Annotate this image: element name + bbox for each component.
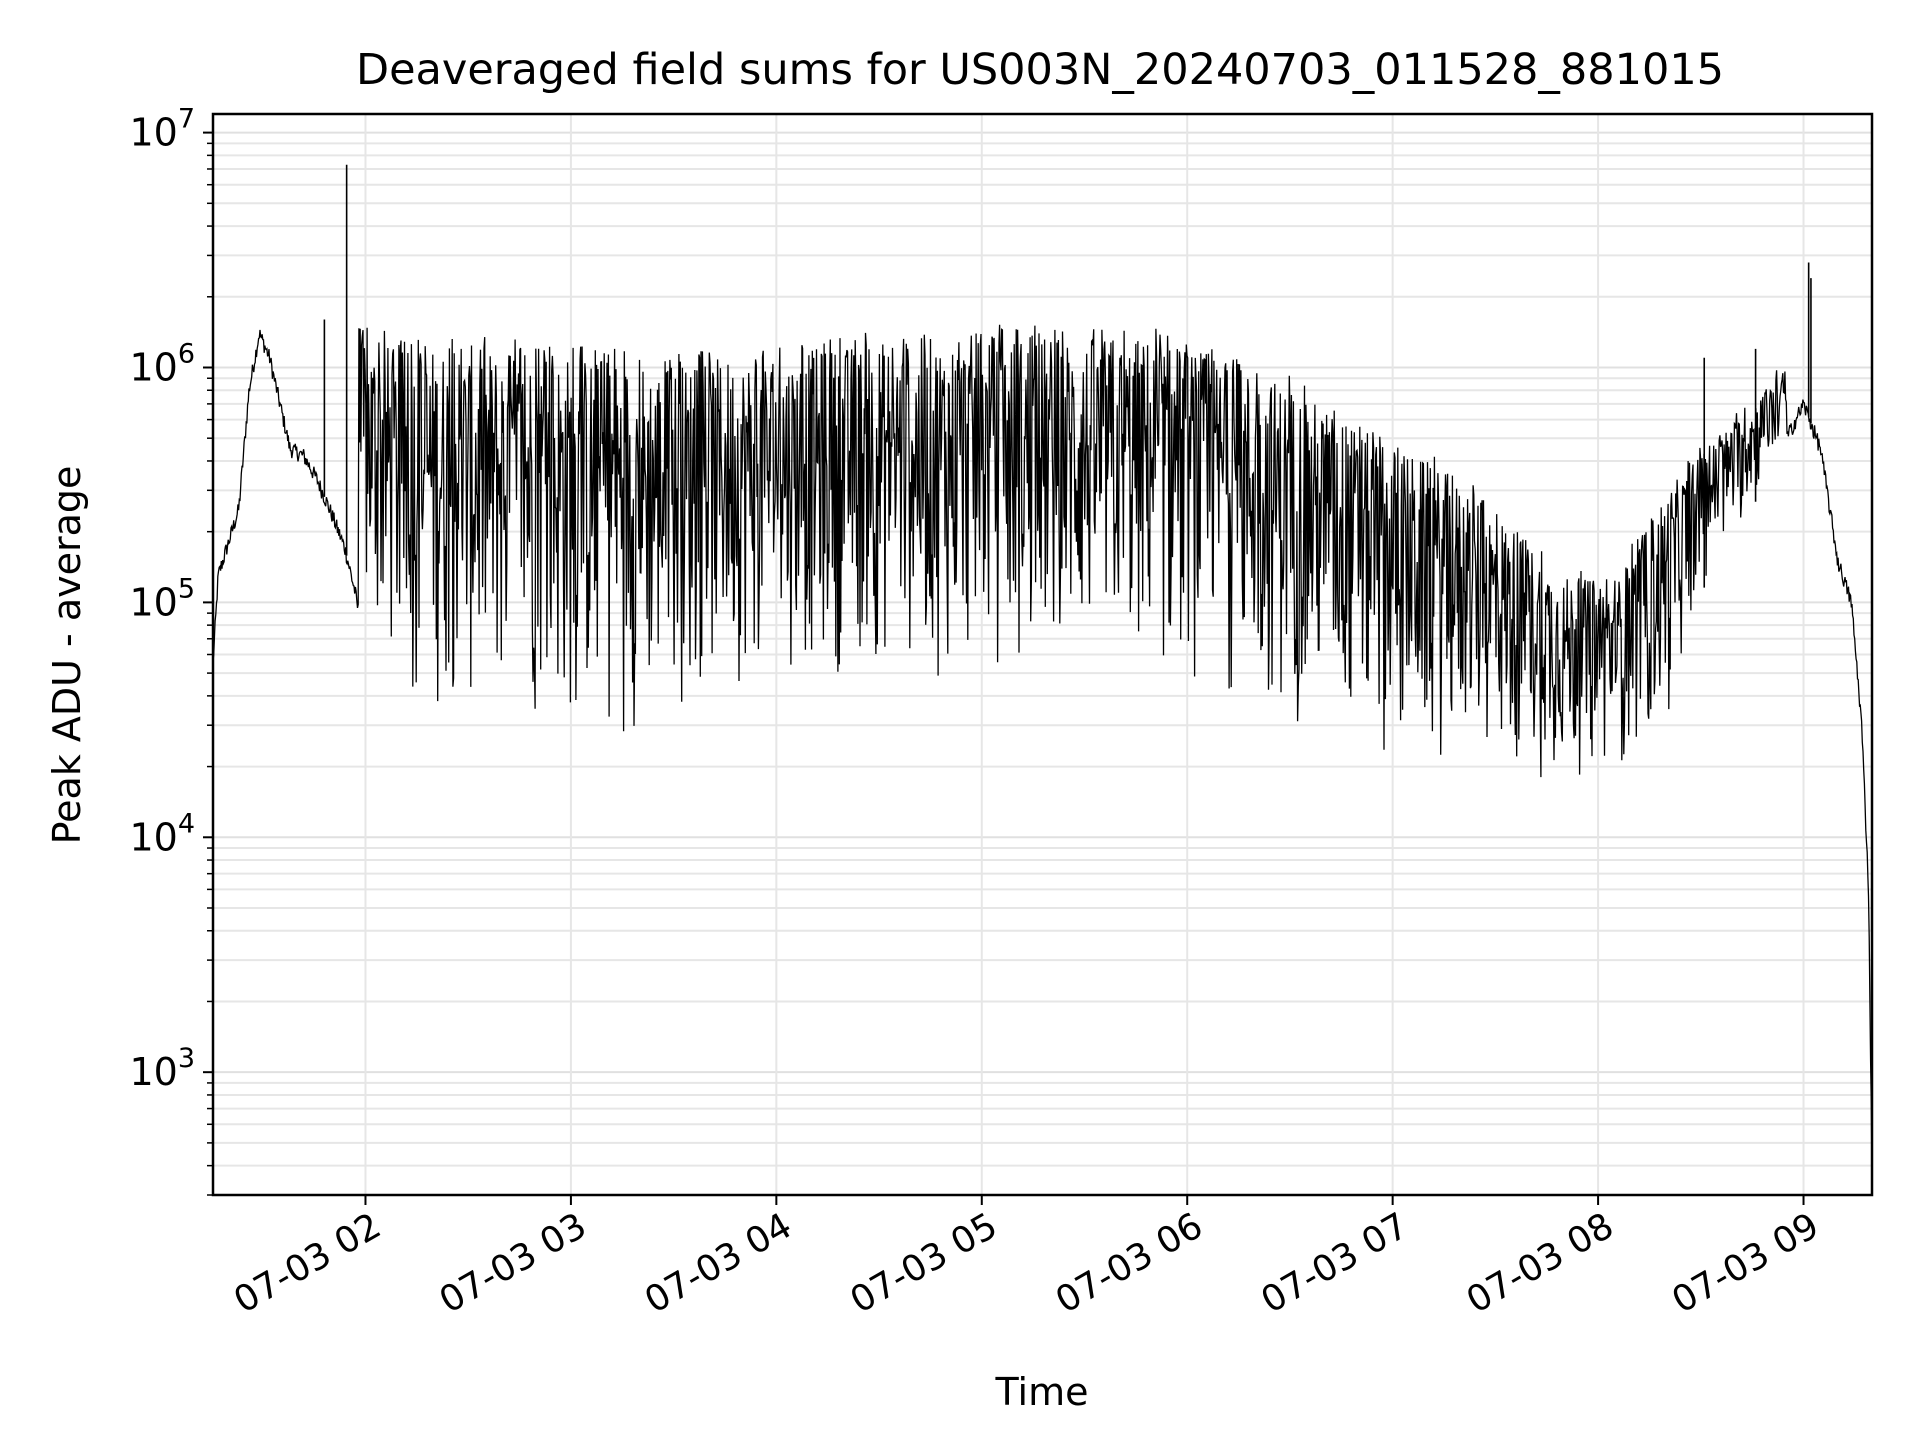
y-axis-label: Peak ADU - average (45, 466, 89, 845)
chart-title: Deaveraged field sums for US003N_2024070… (356, 45, 1724, 95)
y-tick-label: 107 (129, 104, 195, 155)
y-tick-label: 104 (129, 808, 195, 859)
series-line (212, 324, 1873, 1173)
y-tick-label: 105 (129, 573, 195, 624)
y-tick-label: 103 (129, 1043, 195, 1094)
y-tick-labels: 103 104 105 106 107 (129, 104, 195, 1095)
y-tick-label: 106 (129, 338, 195, 389)
axis-ticks (203, 131, 1805, 1205)
x-axis-label: Time (995, 1370, 1089, 1414)
